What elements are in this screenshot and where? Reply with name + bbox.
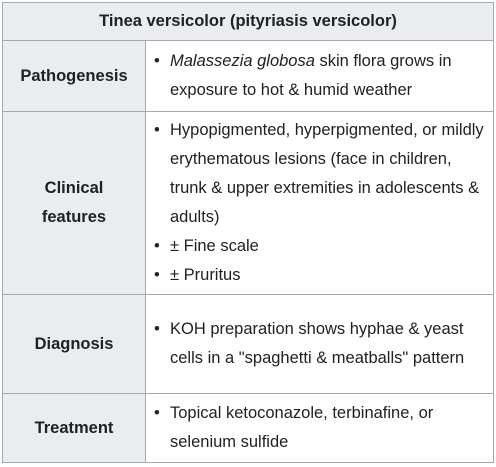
list-item: Malassezia globosa skin flora grows in e…: [154, 47, 487, 105]
table-row-diagnosis: Diagnosis KOH preparation shows hyphae &…: [2, 294, 494, 394]
organism-name: Malassezia globosa: [170, 52, 315, 70]
table-row-treatment: Treatment Topical ketoconazole, terbinaf…: [2, 393, 494, 463]
row-content-clinical-features: Hypopigmented, hyperpigmented, or mildly…: [145, 111, 494, 295]
row-header-diagnosis: Diagnosis: [2, 294, 146, 394]
list-item: KOH preparation shows hyphae & yeast cel…: [154, 315, 487, 373]
title-row: Tinea versicolor (pityriasis versicolor): [2, 2, 494, 41]
list-item-text: skin flora grows in exposure to hot & hu…: [170, 52, 452, 99]
row-content-pathogenesis: Malassezia globosa skin flora grows in e…: [145, 40, 494, 112]
list-item: ± Fine scale: [154, 232, 487, 261]
list-item: Hypopigmented, hyperpigmented, or mildly…: [154, 116, 487, 232]
row-content-treatment: Topical ketoconazole, terbinafine, or se…: [145, 393, 494, 463]
row-header-treatment: Treatment: [2, 393, 146, 463]
table-title: Tinea versicolor (pityriasis versicolor): [2, 2, 494, 41]
list-item: ± Pruritus: [154, 261, 487, 290]
table-row-pathogenesis: Pathogenesis Malassezia globosa skin flo…: [2, 40, 494, 112]
list-item: Topical ketoconazole, terbinafine, or se…: [154, 399, 487, 457]
tinea-versicolor-table: Tinea versicolor (pityriasis versicolor)…: [2, 2, 494, 463]
row-header-pathogenesis: Pathogenesis: [2, 40, 146, 112]
table-row-clinical-features: Clinical features Hypopigmented, hyperpig…: [2, 111, 494, 295]
bullet-list: Malassezia globosa skin flora grows in e…: [154, 47, 487, 105]
bullet-list: Topical ketoconazole, terbinafine, or se…: [154, 399, 487, 457]
row-header-clinical-features: Clinical features: [2, 111, 146, 295]
row-header-line: features: [41, 208, 107, 226]
row-content-diagnosis: KOH preparation shows hyphae & yeast cel…: [145, 294, 494, 394]
row-header-line: Clinical: [44, 179, 104, 197]
bullet-list: KOH preparation shows hyphae & yeast cel…: [154, 315, 487, 373]
bullet-list: Hypopigmented, hyperpigmented, or mildly…: [154, 116, 487, 290]
